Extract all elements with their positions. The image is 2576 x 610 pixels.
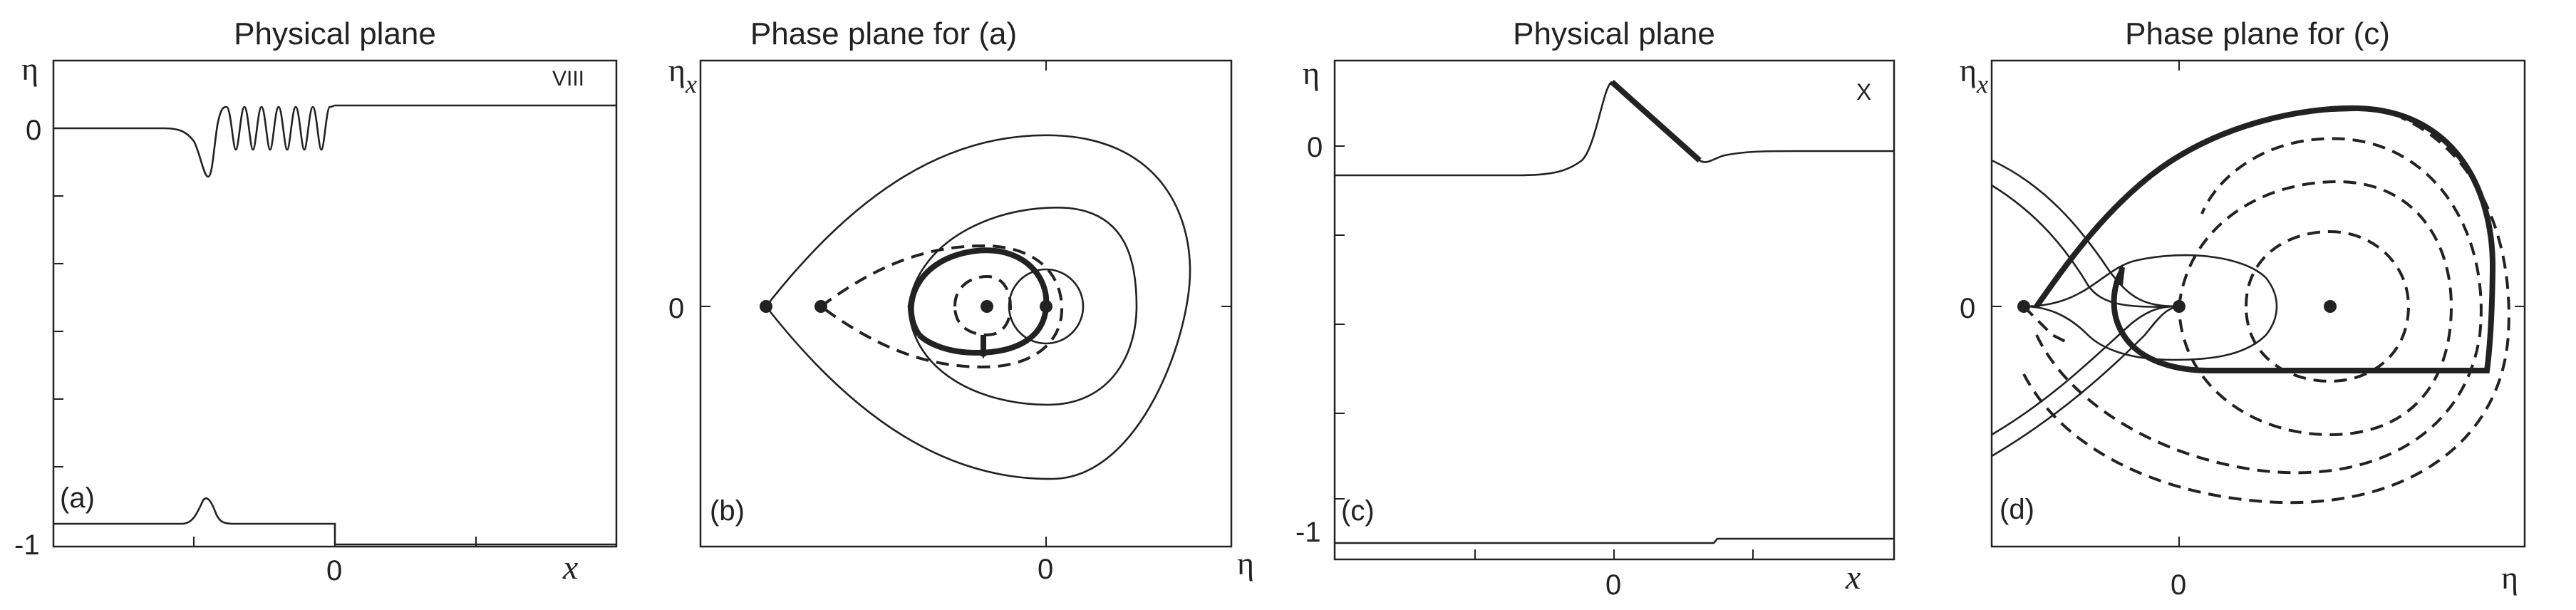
panel-d-center-point: [2324, 300, 2337, 313]
panel-d-dashed-orbit-4: [2022, 116, 2510, 505]
panel-a-bottom-curve: [53, 497, 616, 546]
panel-a-title: Physical plane: [234, 16, 436, 51]
panel-d-dashed-left: [2022, 305, 2067, 343]
panel-b-y-tick-0: 0: [668, 293, 684, 324]
panel-b-frame: [699, 59, 1233, 548]
panel-d-ticks: [1992, 61, 2525, 547]
panel-c-x-symbol: x: [1845, 559, 1861, 596]
panel-c-corner-label: X: [1856, 79, 1871, 105]
panel-b-right-point: [1040, 300, 1052, 313]
panel-a-ticks: [53, 128, 477, 547]
panel-b-ticks: [700, 61, 1231, 547]
panel-d-left-trajectory-1: [1991, 159, 2182, 309]
panel-d-saddle-point: [2173, 300, 2186, 313]
panel-a-frame: [52, 59, 618, 548]
panel-b-x-tick-0: 0: [1038, 554, 1053, 585]
panel-d-dashed-orbit-1: [2244, 229, 2411, 383]
panel-b-center-point: [981, 300, 993, 313]
panel-c-y-tick-0: 0: [1307, 132, 1323, 163]
panel-a-surface-curve: [53, 104, 616, 178]
panel-d-left-trajectory-4: [1991, 305, 2180, 458]
panel-b-saddle-point: [760, 300, 772, 313]
panel-a-tag: (a): [60, 482, 95, 514]
panel-c-surface-curve: [1335, 81, 1613, 177]
panel-d-thick-trajectory: [2034, 105, 2496, 373]
panel-b: Phase plane for (a) η x 0 0 η (b): [668, 16, 1254, 585]
panel-d-x-tick-0: 0: [2171, 569, 2186, 601]
panel-b-inner-dashed-orbit: [953, 274, 1013, 337]
panel-a-y-tick-neg1: -1: [14, 529, 40, 561]
panel-b-tag: (b): [710, 495, 745, 527]
panel-a-x-symbol: x: [562, 549, 578, 586]
panel-b-y-subscript: x: [685, 70, 697, 98]
panel-d-y-subscript: x: [1976, 70, 1988, 98]
panel-c-title: Physical plane: [1513, 16, 1715, 51]
panel-d-dashed-orbit-3: [2035, 137, 2483, 475]
panel-d-y-tick-0: 0: [1960, 293, 1975, 324]
panel-b-y-symbol: η: [668, 52, 686, 88]
panel-d-left-trajectory-2: [1991, 184, 2180, 308]
panel-b-x-symbol: η: [1237, 545, 1254, 581]
panel-b-left-point: [814, 300, 827, 313]
panel-d-left-trajectory-3: [1991, 305, 2180, 436]
panel-c-bottom-curve: [1335, 537, 1894, 544]
panel-d-left-point: [2017, 300, 2030, 313]
panel-d-title: Phase plane for (c): [2125, 16, 2390, 51]
panel-a: Physical plane η 0 -1 0 x (a) VIII: [14, 16, 618, 586]
panel-c-ticks: [1335, 145, 1754, 559]
panel-a-corner-label: VIII: [552, 67, 584, 91]
panel-d: Phase plane for (c) η x 0 0 η (d): [1960, 16, 2526, 601]
panel-a-x-tick-0: 0: [326, 555, 342, 586]
panel-b-outer-orbit: [765, 134, 1191, 480]
panel-d-x-symbol: η: [2501, 559, 2518, 596]
panel-c-tag: (c): [1341, 495, 1375, 527]
panel-c-y-tick-neg1: -1: [1295, 517, 1321, 548]
panel-d-frame: [1990, 59, 2526, 548]
panel-b-title: Phase plane for (a): [750, 16, 1017, 51]
panel-c-frame: [1333, 59, 1895, 561]
panel-c-bore-segment: [1610, 80, 1702, 162]
panel-c-tail-curve: [1699, 150, 1894, 163]
panel-c-x-tick-0: 0: [1605, 569, 1621, 601]
panel-b-middle-orbit: [907, 207, 1138, 406]
panel-d-tag: (d): [2000, 494, 2034, 525]
panel-a-y-symbol: η: [21, 51, 38, 87]
panel-a-y-tick-0: 0: [26, 115, 41, 146]
panel-d-separatrix-lobe: [2023, 254, 2278, 361]
panel-d-thick-arrow-up: [2117, 264, 2125, 286]
panel-b-dashed-orbit: [818, 244, 1064, 369]
panel-c-y-symbol: η: [1303, 55, 1320, 91]
panel-b-thick-orbit: [908, 247, 1050, 356]
panel-d-y-symbol: η: [1960, 52, 1977, 88]
panel-c: Physical plane η 0 -1 0 x (c) X: [1295, 16, 1895, 601]
panel-d-thick-arrow-top: [2329, 105, 2358, 112]
panel-d-dashed-orbit-2: [2177, 180, 2453, 437]
